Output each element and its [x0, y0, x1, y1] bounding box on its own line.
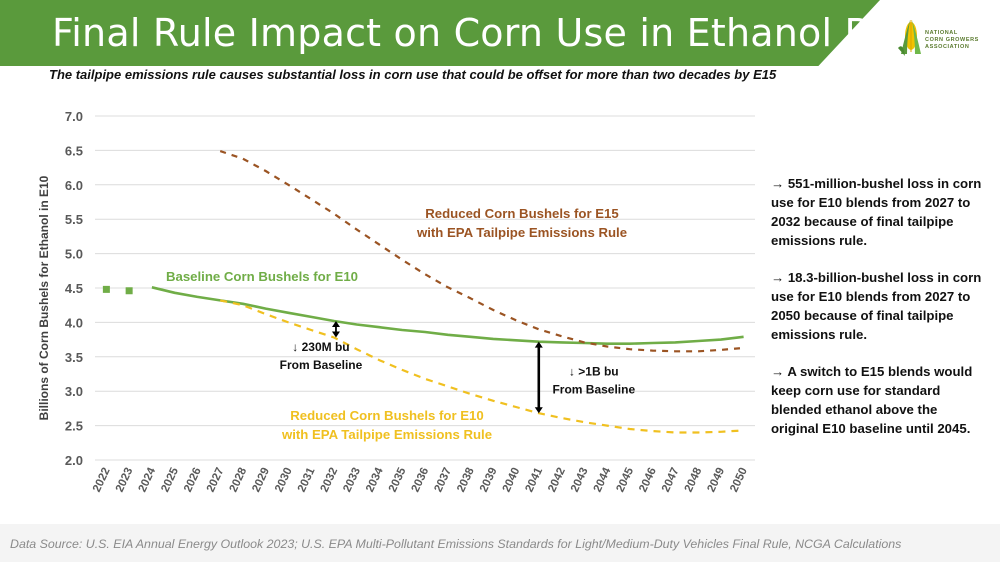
- series-line-3: [219, 299, 744, 434]
- note-3: → A switch to E15 blends would keep corn…: [771, 364, 973, 436]
- y-tick-label: 6.5: [65, 143, 83, 158]
- y-tick-label: 6.0: [65, 178, 83, 193]
- gap-arrow-head-up: [534, 341, 543, 348]
- x-tick-label: 2042: [546, 466, 568, 494]
- title-bar: [0, 0, 880, 66]
- x-tick-label: 2039: [478, 466, 500, 494]
- data-source: Data Source: U.S. EIA Annual Energy Outl…: [10, 537, 902, 551]
- historical-point: [102, 285, 110, 293]
- x-tick-label: 2029: [250, 466, 272, 494]
- note-2: → 18.3-billion-bushel loss in corn use f…: [771, 270, 982, 342]
- source-footer: Data Source: U.S. EIA Annual Energy Outl…: [0, 524, 1000, 562]
- x-tick-label: 2034: [364, 465, 386, 494]
- y-tick-label: 7.0: [65, 109, 83, 124]
- x-tick-label: 2038: [455, 465, 477, 494]
- x-tick-label: 2031: [296, 465, 318, 494]
- annotation-text: ↓ 230M bu: [292, 340, 349, 354]
- series-label: Reduced Corn Bushels for E15: [425, 206, 618, 221]
- y-tick-label: 5.5: [65, 212, 83, 227]
- x-tick-label: 2023: [114, 466, 136, 494]
- gap-arrow-head-down: [534, 407, 543, 414]
- annotation-text: ↓ >1B bu: [569, 365, 619, 379]
- x-tick-label: 2048: [683, 465, 705, 494]
- x-tick-label: 2022: [91, 466, 113, 494]
- x-tick-label: 2033: [341, 466, 363, 494]
- x-tick-label: 2027: [205, 466, 227, 494]
- historical-point: [125, 287, 133, 295]
- y-tick-label: 2.5: [65, 419, 83, 434]
- x-tick-label: 2037: [432, 466, 454, 494]
- x-tick-label: 2045: [614, 465, 636, 494]
- page-title: Final Rule Impact on Corn Use in Ethanol…: [52, 11, 974, 55]
- x-tick-label: 2032: [319, 466, 341, 494]
- logo-text-line-1: NATIONAL: [925, 30, 958, 36]
- x-tick-label: 2026: [182, 466, 204, 494]
- x-tick-label: 2050: [728, 466, 750, 494]
- x-tick-label: 2041: [523, 465, 545, 494]
- ncga-logo-icon: [898, 20, 921, 56]
- y-tick-label: 4.5: [65, 281, 83, 296]
- x-tick-label: 2028: [228, 465, 250, 494]
- gap-arrow-head-up: [331, 321, 340, 328]
- annotation-text: From Baseline: [552, 383, 635, 397]
- series-label: with EPA Tailpipe Emissions Rule: [281, 427, 492, 442]
- y-axis-label: Billions of Corn Bushels for Ethanol in …: [37, 175, 51, 420]
- annotation-text: From Baseline: [280, 358, 363, 372]
- note-1: → 551-million-bushel loss in corn use fo…: [771, 176, 982, 248]
- x-tick-label: 2036: [410, 466, 432, 494]
- x-tick-label: 2046: [637, 466, 659, 494]
- y-tick-label: 5.0: [65, 247, 83, 262]
- logo-text-line-2: CORN GROWERS: [925, 37, 979, 43]
- x-tick-label: 2024: [137, 465, 159, 494]
- series-label: Baseline Corn Bushels for E10: [166, 269, 358, 284]
- x-tick-label: 2040: [501, 466, 523, 494]
- x-tick-label: 2025: [159, 465, 181, 494]
- y-tick-label: 4.0: [65, 315, 83, 330]
- x-tick-label: 2049: [706, 466, 728, 494]
- logo-text-line-3: ASSOCIATION: [925, 44, 970, 50]
- series-label: with EPA Tailpipe Emissions Rule: [416, 225, 627, 240]
- y-tick-label: 3.5: [65, 350, 83, 365]
- x-tick-label: 2044: [592, 465, 614, 494]
- x-tick-label: 2035: [387, 465, 409, 494]
- series-line-2: [219, 150, 744, 353]
- y-tick-label: 2.0: [65, 453, 83, 468]
- series-label: Reduced Corn Bushels for E10: [290, 408, 483, 423]
- y-tick-label: 3.0: [65, 384, 83, 399]
- x-tick-label: 2047: [660, 466, 682, 494]
- x-tick-label: 2043: [569, 466, 591, 494]
- gap-arrow-head-down: [331, 331, 340, 338]
- x-tick-label: 2030: [273, 466, 295, 494]
- series-line-1: [151, 286, 744, 345]
- chart-subtitle: The tailpipe emissions rule causes subst…: [49, 67, 777, 82]
